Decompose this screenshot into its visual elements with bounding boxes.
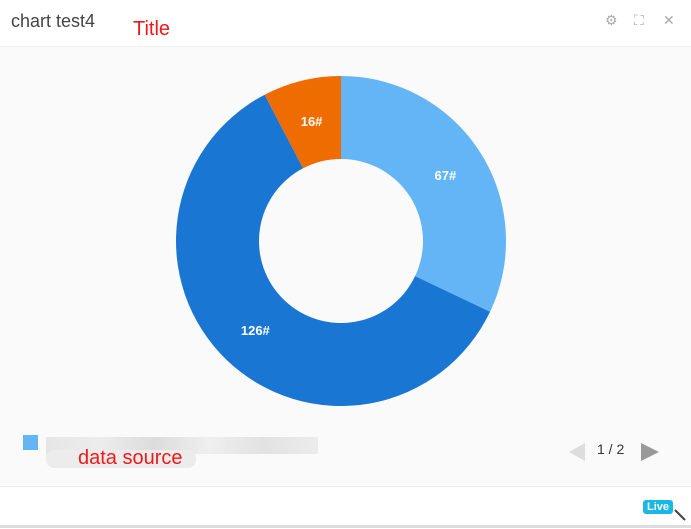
resize-handle-icon[interactable]: [673, 508, 687, 522]
live-badge[interactable]: Live: [643, 500, 674, 514]
title-annotation: Title: [133, 18, 171, 40]
slice-label: 126#: [241, 323, 271, 338]
slice-label: 67#: [435, 168, 457, 183]
donut-slice[interactable]: [264, 76, 341, 169]
next-page-icon[interactable]: [641, 443, 659, 461]
legend-swatch[interactable]: [23, 435, 38, 450]
fullscreen-icon[interactable]: ⛶: [634, 12, 644, 28]
legend-page-indicator: 1 / 2: [597, 441, 625, 457]
close-icon[interactable]: ✕: [663, 12, 675, 28]
legend-label-redacted: [46, 450, 196, 468]
donut-slice[interactable]: [175, 94, 491, 407]
panel-header: chart test4 Title ⚙ ⛶ ✕: [0, 0, 691, 47]
slice-label: 16#: [301, 114, 323, 129]
panel-title: chart test4: [11, 11, 96, 31]
donut-slice[interactable]: [341, 76, 506, 312]
gear-icon[interactable]: ⚙: [605, 12, 618, 28]
data-source-annotation: data source: [78, 447, 183, 469]
prev-page-icon[interactable]: [569, 443, 585, 461]
panel-footer: [0, 486, 691, 528]
legend-label-redacted: [46, 437, 318, 454]
